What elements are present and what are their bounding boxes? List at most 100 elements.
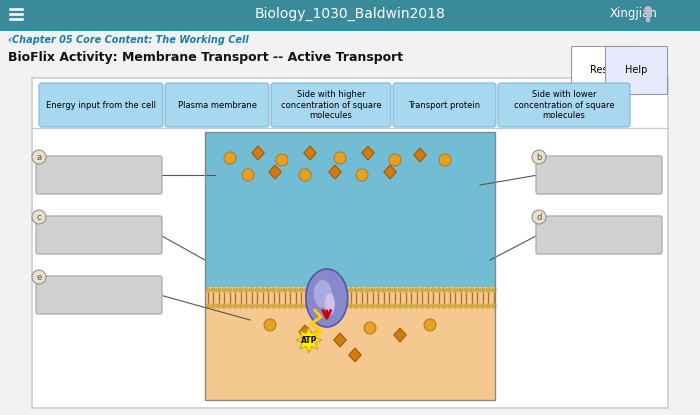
Circle shape xyxy=(260,287,265,293)
Circle shape xyxy=(381,303,386,309)
Circle shape xyxy=(244,287,249,293)
Bar xyxy=(205,132,495,400)
Circle shape xyxy=(288,303,293,309)
Polygon shape xyxy=(393,328,406,342)
Polygon shape xyxy=(329,165,342,179)
Circle shape xyxy=(293,303,298,309)
Circle shape xyxy=(321,303,326,309)
Circle shape xyxy=(458,303,463,309)
Circle shape xyxy=(447,303,452,309)
Circle shape xyxy=(227,287,232,293)
Circle shape xyxy=(242,169,254,181)
Circle shape xyxy=(326,303,332,309)
Circle shape xyxy=(232,303,238,309)
Circle shape xyxy=(309,287,315,293)
Circle shape xyxy=(442,287,447,293)
Polygon shape xyxy=(349,348,361,362)
FancyBboxPatch shape xyxy=(498,83,630,127)
Circle shape xyxy=(337,287,342,293)
Circle shape xyxy=(348,287,354,293)
Circle shape xyxy=(238,287,244,293)
Circle shape xyxy=(425,287,430,293)
Circle shape xyxy=(442,303,447,309)
Circle shape xyxy=(298,303,304,309)
Text: 5 of 13: 5 of 13 xyxy=(612,52,648,62)
FancyBboxPatch shape xyxy=(39,83,163,127)
Circle shape xyxy=(293,287,298,293)
FancyBboxPatch shape xyxy=(536,216,662,254)
Circle shape xyxy=(32,210,46,224)
Bar xyxy=(205,132,495,287)
Circle shape xyxy=(452,287,458,293)
Circle shape xyxy=(255,303,260,309)
Circle shape xyxy=(356,169,368,181)
Text: ‹Chapter 05 Core Content: The Working Cell: ‹Chapter 05 Core Content: The Working Ce… xyxy=(8,35,248,45)
Circle shape xyxy=(288,287,293,293)
Circle shape xyxy=(370,287,375,293)
Circle shape xyxy=(299,169,311,181)
Polygon shape xyxy=(296,327,322,353)
Circle shape xyxy=(389,154,401,166)
Circle shape xyxy=(398,287,403,293)
Circle shape xyxy=(249,303,255,309)
Polygon shape xyxy=(269,165,281,179)
Circle shape xyxy=(332,287,337,293)
FancyBboxPatch shape xyxy=(271,83,391,127)
Circle shape xyxy=(227,303,232,309)
Circle shape xyxy=(447,287,452,293)
Circle shape xyxy=(224,152,236,164)
Circle shape xyxy=(321,287,326,293)
Circle shape xyxy=(375,303,381,309)
Circle shape xyxy=(430,303,436,309)
Circle shape xyxy=(315,303,321,309)
Circle shape xyxy=(354,287,359,293)
Circle shape xyxy=(409,303,414,309)
Circle shape xyxy=(264,319,276,331)
Text: >: > xyxy=(650,51,660,63)
Circle shape xyxy=(334,152,346,164)
Circle shape xyxy=(532,210,546,224)
Circle shape xyxy=(403,303,409,309)
Ellipse shape xyxy=(306,269,348,327)
Circle shape xyxy=(260,303,265,309)
Circle shape xyxy=(430,287,436,293)
Circle shape xyxy=(480,287,486,293)
Text: d: d xyxy=(536,212,542,222)
Circle shape xyxy=(644,6,652,14)
Circle shape xyxy=(458,287,463,293)
Circle shape xyxy=(386,287,392,293)
Circle shape xyxy=(304,303,309,309)
Bar xyxy=(205,287,495,400)
Circle shape xyxy=(403,287,409,293)
Circle shape xyxy=(276,287,282,293)
Circle shape xyxy=(309,303,315,309)
Circle shape xyxy=(238,303,244,309)
Circle shape xyxy=(491,303,496,309)
Circle shape xyxy=(486,303,491,309)
Circle shape xyxy=(439,154,451,166)
FancyBboxPatch shape xyxy=(36,276,162,314)
Circle shape xyxy=(342,303,348,309)
Circle shape xyxy=(463,303,469,309)
Circle shape xyxy=(32,270,46,284)
Circle shape xyxy=(232,287,238,293)
Circle shape xyxy=(282,287,288,293)
Circle shape xyxy=(271,287,277,293)
Circle shape xyxy=(419,303,425,309)
Circle shape xyxy=(265,287,271,293)
Circle shape xyxy=(365,303,370,309)
FancyBboxPatch shape xyxy=(393,83,496,127)
Text: Help: Help xyxy=(625,65,648,75)
Text: c: c xyxy=(36,212,41,222)
Text: e: e xyxy=(36,273,41,281)
Circle shape xyxy=(211,303,216,309)
Circle shape xyxy=(392,303,398,309)
Circle shape xyxy=(424,319,436,331)
Circle shape xyxy=(32,150,46,164)
Text: Reset: Reset xyxy=(590,65,617,75)
Circle shape xyxy=(255,287,260,293)
Circle shape xyxy=(480,303,486,309)
Ellipse shape xyxy=(314,280,332,308)
Circle shape xyxy=(304,287,309,293)
FancyBboxPatch shape xyxy=(36,156,162,194)
